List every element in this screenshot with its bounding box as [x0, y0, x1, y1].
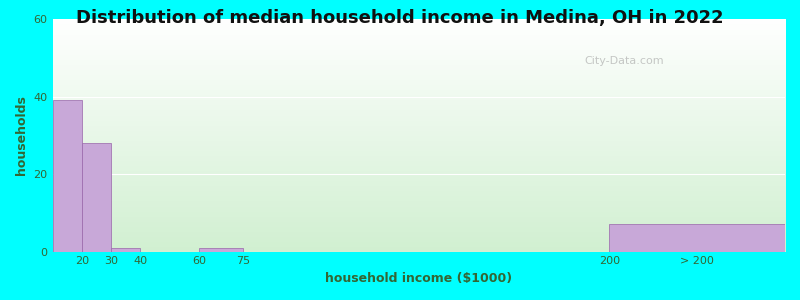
Text: City-Data.com: City-Data.com	[584, 56, 664, 66]
Bar	[610, 224, 785, 252]
Y-axis label: households: households	[15, 95, 28, 175]
X-axis label: household income ($1000): household income ($1000)	[326, 272, 512, 285]
Bar	[111, 248, 141, 252]
Bar	[82, 143, 111, 252]
Bar	[199, 248, 243, 252]
Bar	[53, 100, 82, 252]
Text: Distribution of median household income in Medina, OH in 2022: Distribution of median household income …	[76, 9, 724, 27]
